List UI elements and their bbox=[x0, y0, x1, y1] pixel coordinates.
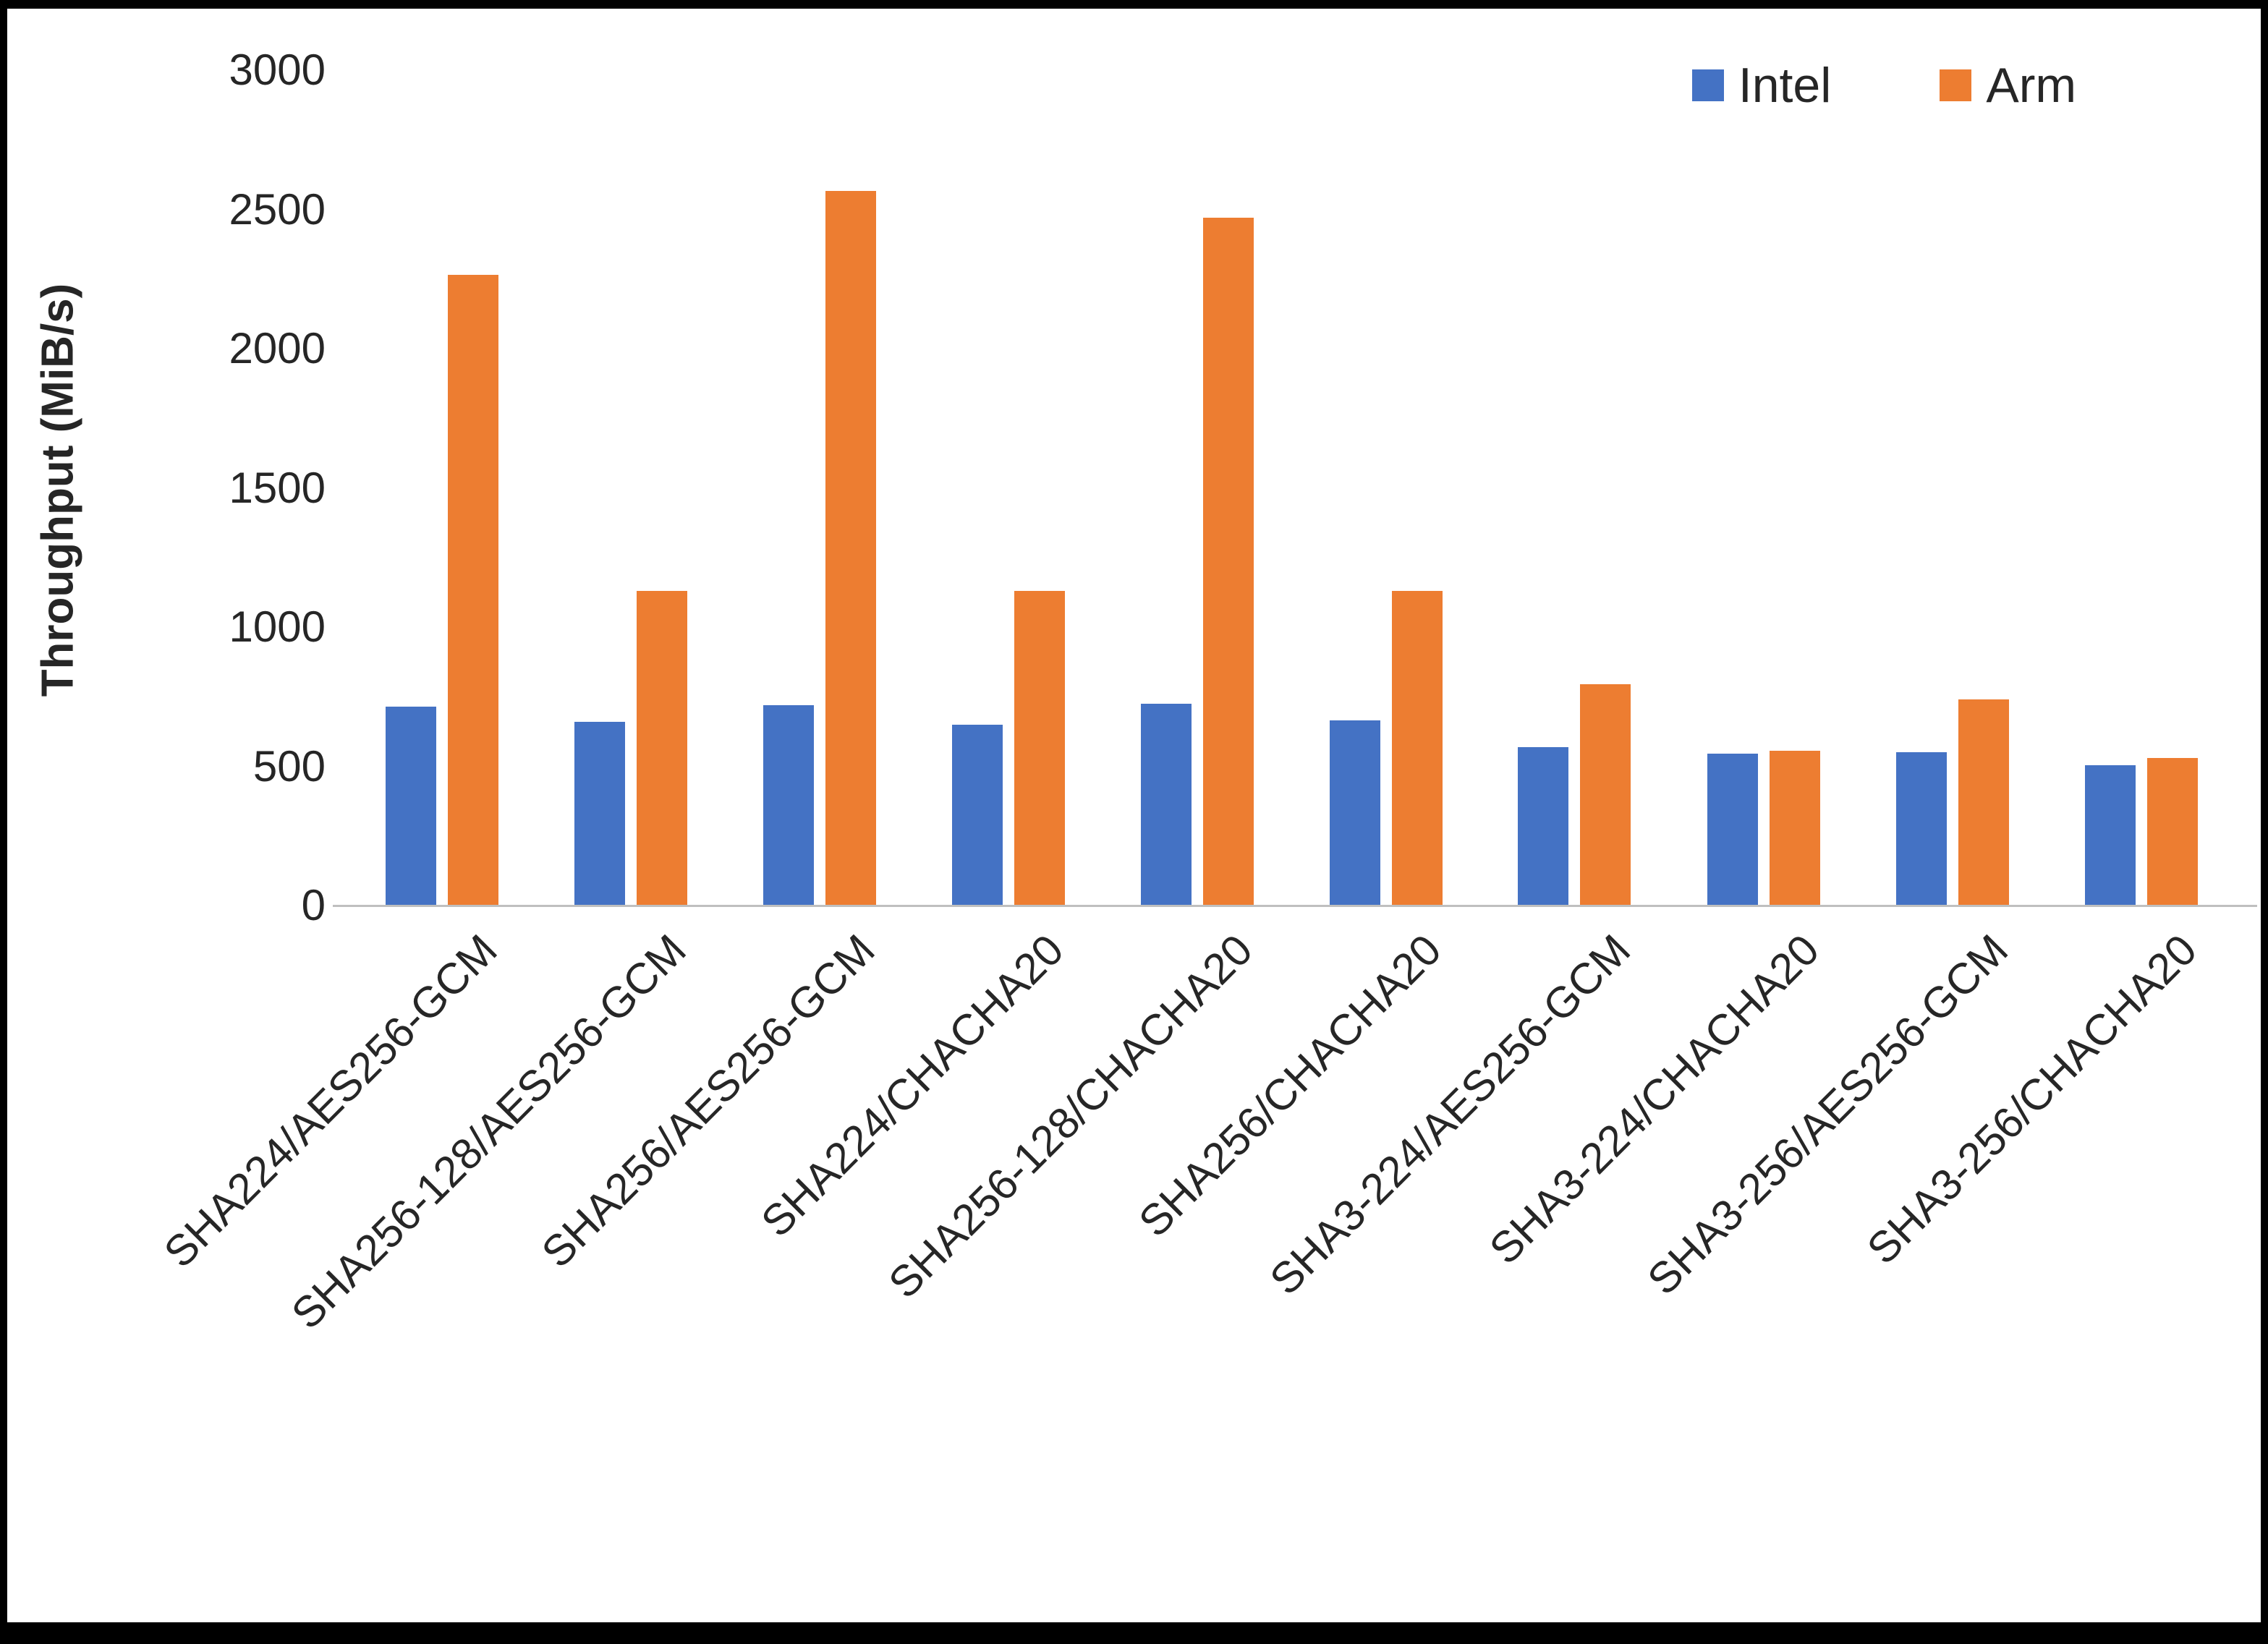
y-tick-label: 0 bbox=[301, 881, 326, 929]
bar-arm-7 bbox=[1580, 683, 1631, 906]
x-category-label: SHA3-224/AES256-GCM bbox=[1260, 925, 1640, 1304]
x-category-label: SHA256-128/CHACHA20 bbox=[879, 925, 1262, 1308]
plot-area: 0 500 1000 1500 2000 2500 3000 SHA224/AES256-G… bbox=[155, 48, 2257, 1338]
x-category-label: SHA224/AES256-GCM bbox=[155, 925, 507, 1277]
bar-intel-4 bbox=[951, 724, 1003, 906]
y-tick-label: 2500 bbox=[229, 184, 326, 234]
legend-label-intel: Intel bbox=[1738, 58, 1832, 113]
y-axis-ticks: 0 500 1000 1500 2000 2500 3000 bbox=[159, 48, 326, 927]
bar-arm-3 bbox=[825, 191, 876, 906]
bar-arm-4 bbox=[1014, 590, 1065, 906]
bar-intel-1 bbox=[385, 706, 436, 906]
bar-arm-5 bbox=[1202, 218, 1254, 906]
legend-swatch-intel bbox=[1691, 69, 1724, 101]
bar-intel-5 bbox=[1140, 703, 1192, 906]
legend-swatch-arm bbox=[1940, 69, 1972, 101]
bar-intel-10 bbox=[2084, 764, 2136, 906]
x-axis-line bbox=[333, 905, 2257, 907]
bars-layer bbox=[347, 70, 2235, 906]
x-category-label: SHA3-224/CHACHA20 bbox=[1479, 925, 1829, 1274]
bar-intel-6 bbox=[1329, 720, 1380, 906]
bar-arm-2 bbox=[636, 590, 687, 906]
bar-intel-2 bbox=[574, 721, 625, 906]
bar-intel-9 bbox=[1895, 752, 1947, 906]
y-tick-label: 2000 bbox=[229, 324, 326, 372]
y-axis-title: Throughput (MiB/s) bbox=[33, 283, 83, 697]
x-category-label: SHA256-128/AES256-GCM bbox=[282, 925, 696, 1339]
y-tick-label: 1000 bbox=[229, 602, 326, 651]
x-category-label: SHA256/AES256-GCM bbox=[532, 925, 885, 1277]
x-category-label: SHA3-256/AES256-GCM bbox=[1638, 925, 2018, 1304]
legend-label-arm: Arm bbox=[1986, 58, 2076, 113]
x-axis-labels: SHA224/AES256-GCM SHA256-128/AES256-GCM SH… bbox=[155, 906, 2235, 1499]
bar-arm-9 bbox=[1958, 699, 2009, 906]
bar-intel-7 bbox=[1518, 746, 1569, 906]
bar-intel-3 bbox=[763, 704, 814, 906]
bar-arm-8 bbox=[1769, 751, 1820, 906]
x-category-label: SHA3-256/CHACHA20 bbox=[1857, 925, 2207, 1274]
bar-arm-6 bbox=[1391, 590, 1443, 906]
bar-arm-10 bbox=[2146, 757, 2198, 906]
y-tick-label: 1500 bbox=[229, 463, 326, 512]
y-tick-label: 500 bbox=[252, 741, 326, 791]
legend: Intel Arm bbox=[1691, 58, 2076, 113]
legend-item-intel: Intel bbox=[1691, 58, 1832, 113]
bar-arm-1 bbox=[447, 274, 498, 906]
legend-item-arm: Arm bbox=[1940, 61, 2076, 110]
y-tick-label: 3000 bbox=[229, 46, 326, 94]
bar-intel-8 bbox=[1707, 754, 1758, 906]
